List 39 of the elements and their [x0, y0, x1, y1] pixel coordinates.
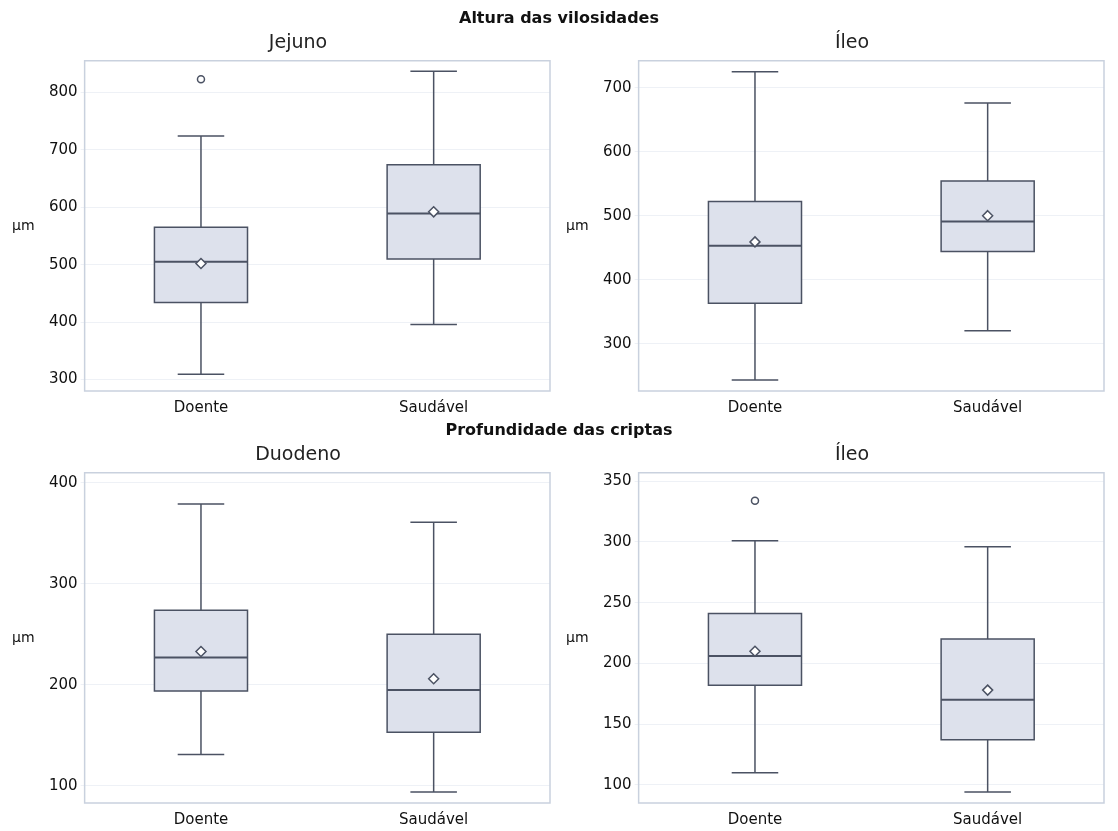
- y-tick-label: 100: [48, 775, 78, 794]
- y-tick-label: 300: [48, 573, 78, 592]
- x-tick-label: Doente: [173, 397, 229, 416]
- text: Profundidade das criptas: [445, 420, 673, 439]
- chart-title: Duodeno: [255, 442, 341, 465]
- y-tick-label: 350: [602, 471, 632, 490]
- x-tick-label: Saudável: [399, 809, 469, 828]
- y-tick-label: 600: [48, 197, 78, 216]
- y-tick-label: 500: [48, 254, 78, 273]
- y-tick-label: 250: [602, 592, 632, 611]
- y-tick-label: 700: [602, 77, 632, 96]
- y-axis-title: µm: [566, 216, 589, 233]
- chart-title: Jejuno: [267, 30, 328, 53]
- y-axis-title: µm: [12, 628, 35, 645]
- text: Altura das vilosidades: [459, 8, 659, 27]
- chart-title: Íleo: [834, 30, 870, 53]
- y-tick-label: 500: [602, 205, 632, 224]
- y-tick-label: 300: [48, 369, 78, 388]
- y-tick-label: 400: [48, 311, 78, 330]
- y-tick-label: 200: [48, 674, 78, 693]
- y-tick-label: 400: [48, 472, 78, 491]
- x-tick-label: Doente: [173, 809, 229, 828]
- x-tick-label: Saudável: [399, 397, 469, 416]
- y-tick-label: 600: [602, 141, 632, 160]
- x-tick-label: Doente: [727, 809, 783, 828]
- x-tick-label: Saudável: [953, 397, 1023, 416]
- y-tick-label: 300: [602, 333, 632, 352]
- y-tick-label: 100: [602, 774, 632, 793]
- y-axis-title: µm: [12, 216, 35, 233]
- y-tick-label: 300: [602, 531, 632, 550]
- x-tick-label: Doente: [727, 397, 783, 416]
- y-axis-title: µm: [566, 628, 589, 645]
- y-tick-label: 150: [602, 713, 632, 732]
- y-tick-label: 200: [602, 653, 632, 672]
- x-tick-label: Saudável: [953, 809, 1023, 828]
- y-tick-label: 700: [48, 139, 78, 158]
- y-tick-label: 400: [602, 269, 632, 288]
- chart-title: Íleo: [834, 442, 870, 465]
- y-tick-label: 800: [48, 82, 78, 101]
